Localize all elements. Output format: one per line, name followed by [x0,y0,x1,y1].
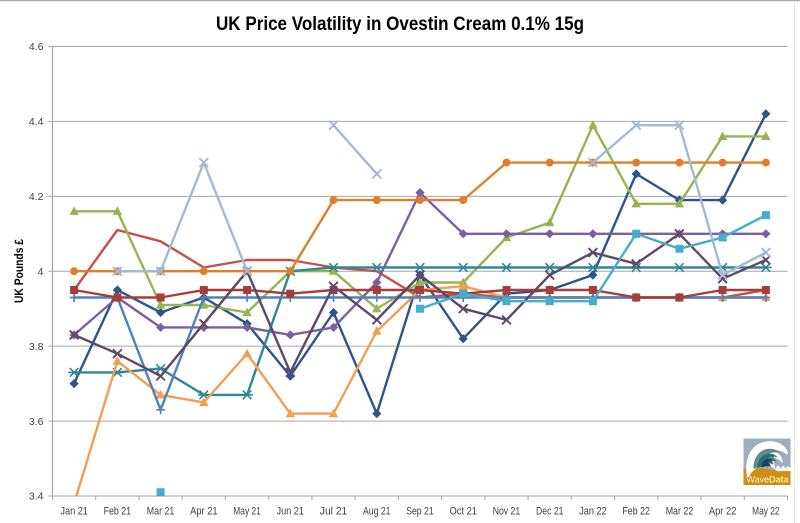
svg-text:Aug 21: Aug 21 [363,506,391,518]
svg-text:Feb 22: Feb 22 [622,506,650,518]
svg-text:Jan 21: Jan 21 [60,506,88,518]
svg-text:4: 4 [38,266,44,278]
svg-text:Oct 21: Oct 21 [450,506,478,518]
svg-text:May 22: May 22 [752,506,780,518]
svg-text:Apr 21: Apr 21 [190,506,218,518]
svg-text:Mar 22: Mar 22 [666,506,694,518]
svg-text:WaveData: WaveData [746,474,789,484]
svg-text:Jul 21: Jul 21 [320,506,348,518]
svg-text:Feb 21: Feb 21 [104,506,132,518]
svg-text:Mar 21: Mar 21 [147,506,175,518]
svg-text:4.6: 4.6 [29,41,44,53]
svg-text:Dec 21: Dec 21 [536,506,564,518]
svg-text:Jun 21: Jun 21 [277,506,305,518]
svg-text:Apr 22: Apr 22 [709,506,737,518]
svg-text:3.4: 3.4 [29,491,44,503]
svg-text:Nov 21: Nov 21 [493,506,521,518]
svg-text:4.4: 4.4 [29,116,44,128]
svg-text:Sep 21: Sep 21 [406,506,434,518]
svg-text:3.6: 3.6 [29,416,44,428]
svg-text:May 21: May 21 [233,506,260,518]
svg-text:UK Pounds £: UK Pounds £ [14,238,26,303]
svg-text:4.2: 4.2 [29,191,44,203]
svg-text:Jan 22: Jan 22 [579,506,607,518]
svg-text:3.8: 3.8 [29,341,44,353]
svg-text:UK Price Volatility in Ovestin: UK Price Volatility in Ovestin Cream 0.1… [216,13,584,35]
